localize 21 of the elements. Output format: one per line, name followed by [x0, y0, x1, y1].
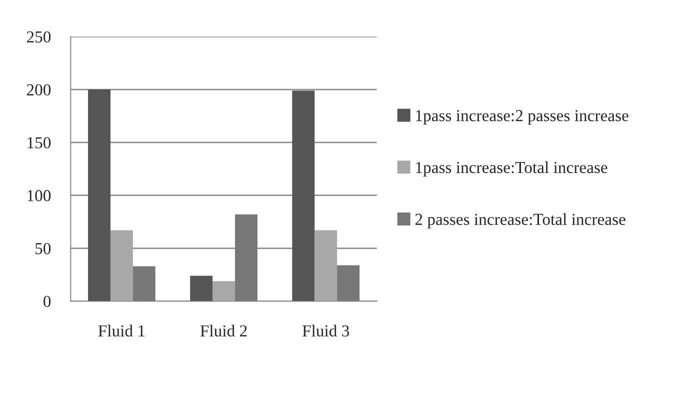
- bar: [190, 276, 213, 302]
- bar: [292, 90, 315, 302]
- y-tick-label: 200: [26, 84, 51, 96]
- legend-label: 2 passes increase:Total increase: [415, 213, 626, 228]
- bar: [235, 214, 258, 302]
- legend-label: 1pass increase:Total increase: [416, 161, 608, 177]
- y-tick-label: 150: [28, 137, 51, 148]
- y-tick-label: 100: [28, 190, 51, 202]
- bar: [132, 266, 156, 302]
- bar: [88, 90, 110, 302]
- y-tick-label: 50: [36, 242, 51, 254]
- x-tick-label: Fluid 2: [200, 324, 247, 337]
- bar: [212, 281, 235, 302]
- bar: [337, 265, 360, 302]
- bar: [110, 230, 133, 302]
- x-tick-label: Fluid 3: [302, 324, 350, 337]
- x-tick-label: Fluid 1: [98, 324, 145, 337]
- y-tick-label: 0: [44, 296, 51, 308]
- legend-label: 1pass increase:2 passes increase: [416, 110, 628, 125]
- bar: [314, 230, 338, 302]
- y-tick-label: 250: [26, 31, 51, 43]
